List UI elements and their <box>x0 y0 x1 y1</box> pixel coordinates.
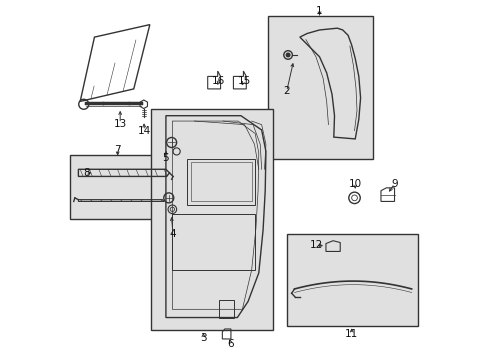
Text: 12: 12 <box>309 240 322 250</box>
Text: 9: 9 <box>390 179 397 189</box>
Text: 15: 15 <box>237 76 251 86</box>
Text: 6: 6 <box>227 339 234 348</box>
Text: 14: 14 <box>138 126 151 136</box>
Circle shape <box>128 102 131 105</box>
Bar <box>187 158 255 205</box>
Text: 7: 7 <box>114 145 121 156</box>
Text: 3: 3 <box>200 333 206 343</box>
Text: 13: 13 <box>113 118 126 129</box>
Text: 5: 5 <box>162 153 168 163</box>
Text: 4: 4 <box>169 229 176 239</box>
Text: 11: 11 <box>345 329 358 339</box>
Bar <box>219 300 233 318</box>
Circle shape <box>285 53 289 57</box>
Bar <box>151 109 272 330</box>
Bar <box>172 214 255 270</box>
Bar <box>287 234 417 327</box>
Circle shape <box>102 102 104 105</box>
Text: 16: 16 <box>212 76 225 86</box>
Text: 10: 10 <box>348 179 361 189</box>
Text: 8: 8 <box>83 168 90 178</box>
Bar <box>267 16 372 158</box>
Text: 1: 1 <box>316 6 322 17</box>
Text: 2: 2 <box>283 86 289 96</box>
Bar <box>70 155 180 219</box>
Bar <box>190 162 251 202</box>
